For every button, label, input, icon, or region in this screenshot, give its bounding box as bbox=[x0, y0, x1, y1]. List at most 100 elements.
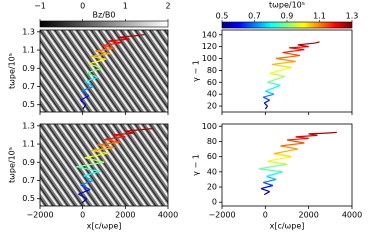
trajectory bbox=[262, 41, 320, 110]
trajectory-segment bbox=[263, 191, 270, 196]
trajectory-segment bbox=[95, 50, 111, 55]
y-tick-label: 140 bbox=[202, 30, 217, 39]
trajectory-segment bbox=[76, 161, 105, 168]
trajectory-segment bbox=[82, 104, 87, 110]
trajectory-segment bbox=[260, 187, 270, 193]
trajectory-segment bbox=[263, 99, 270, 104]
trajectory-segment bbox=[84, 76, 98, 83]
y-tick-label: 0.9 bbox=[22, 64, 35, 73]
trajectory bbox=[258, 131, 337, 196]
trajectory-segment bbox=[103, 138, 122, 143]
colorbar-tick-label: −1 bbox=[34, 2, 46, 11]
axes-frame bbox=[39, 123, 169, 207]
y-tick-label: 0 bbox=[212, 198, 217, 207]
trajectory-segment bbox=[91, 55, 107, 60]
trajectory-segment bbox=[271, 63, 292, 69]
trajectory-segment bbox=[118, 34, 139, 38]
trajectory bbox=[80, 33, 145, 110]
trajectory-segment bbox=[273, 148, 298, 155]
trajectory-segment bbox=[267, 156, 292, 162]
plot-background bbox=[222, 124, 352, 206]
trajectory-segment bbox=[83, 175, 94, 182]
trajectory-segment bbox=[289, 46, 309, 49]
trajectory-segment bbox=[91, 149, 109, 154]
colorbar bbox=[39, 20, 169, 28]
trajectory-segment bbox=[88, 58, 107, 65]
trajectory-segment bbox=[81, 90, 90, 97]
axes-frame bbox=[39, 29, 169, 113]
y-tick-label: 0.5 bbox=[22, 100, 35, 109]
trajectory-segment bbox=[282, 49, 305, 54]
y-tick-label: 100 bbox=[202, 54, 217, 63]
x-tick-label: −2000 bbox=[26, 211, 53, 220]
trajectory-segment bbox=[308, 132, 327, 135]
x-axis-label: x[c/ωpe] bbox=[87, 222, 122, 231]
trajectory-segment bbox=[267, 160, 288, 165]
trajectory-segment bbox=[286, 139, 305, 144]
y-axis-label: tωpe/10⁵ bbox=[8, 147, 17, 183]
trajectory-segment bbox=[80, 99, 87, 106]
y-tick-label: 60 bbox=[207, 152, 217, 161]
y-tick-label: 0.7 bbox=[22, 176, 35, 185]
trajectory-segment bbox=[97, 144, 115, 149]
trajectory-segment bbox=[265, 90, 275, 95]
trajectory-segment bbox=[80, 179, 94, 186]
y-tick-label: 40 bbox=[207, 167, 217, 176]
trajectory-segment bbox=[280, 142, 305, 147]
y-tick-label: 0.7 bbox=[22, 82, 35, 91]
trajectory-segment bbox=[81, 85, 94, 92]
trajectory-segment bbox=[78, 193, 88, 200]
colorbar-tick-label: 0.7 bbox=[248, 12, 261, 21]
colorbar-tick-label: 1 bbox=[123, 2, 128, 11]
trajectory-segment bbox=[297, 42, 316, 46]
trajectory-segment bbox=[295, 134, 318, 138]
trajectory-segment bbox=[263, 178, 277, 184]
trajectory-segment bbox=[262, 181, 274, 187]
x-tick-label: 0 bbox=[80, 211, 85, 220]
trajectory-segment bbox=[262, 96, 270, 101]
y-tick-label: 0.9 bbox=[22, 158, 35, 167]
trajectory-segment bbox=[125, 128, 143, 132]
trajectory-segment bbox=[80, 184, 91, 191]
trajectory-segment bbox=[78, 189, 91, 195]
y-tick-label: 20 bbox=[207, 102, 217, 111]
y-tick-label: 1.3 bbox=[22, 121, 35, 130]
y-tick-label: 80 bbox=[207, 66, 217, 75]
trajectory-segment bbox=[276, 57, 296, 63]
trajectory-segment bbox=[269, 72, 285, 77]
y-tick-label: 120 bbox=[202, 42, 217, 51]
trajectory-segment bbox=[103, 136, 126, 141]
axes-frame bbox=[221, 29, 353, 113]
trajectory-segment bbox=[101, 42, 122, 47]
colorbar-tick-label: 1.1 bbox=[313, 12, 326, 21]
trajectory-segment bbox=[266, 175, 277, 180]
trajectory-segment bbox=[315, 41, 320, 44]
trajectory-segment bbox=[97, 141, 122, 146]
y-tick-label: 1.1 bbox=[22, 140, 35, 149]
trajectory-segment bbox=[267, 75, 286, 83]
trajectory-segment bbox=[286, 137, 309, 141]
x-axis-label: x[c/ωpe] bbox=[270, 222, 305, 231]
colorbar-tick-label: 2 bbox=[165, 2, 170, 11]
trajectory-segment bbox=[86, 72, 98, 78]
colorbar-tick-label: 0.9 bbox=[281, 12, 294, 21]
y-tick-label: 100 bbox=[202, 122, 217, 131]
trajectory-segment bbox=[81, 198, 88, 204]
y-tick-label: 1.1 bbox=[22, 46, 35, 55]
trajectory-segment bbox=[108, 38, 130, 42]
trajectory-segment bbox=[258, 163, 288, 170]
trajectory-segment bbox=[76, 166, 100, 172]
trajectory-segment bbox=[263, 93, 275, 98]
colorbar-label: tωpe/10⁵ bbox=[269, 1, 305, 10]
trajectory-segment bbox=[325, 131, 337, 134]
trajectory-segment bbox=[84, 81, 94, 88]
trajectory-segment bbox=[280, 145, 298, 150]
trajectory-segment bbox=[265, 84, 281, 92]
trajectory-segment bbox=[266, 171, 283, 177]
trajectory-segment bbox=[88, 63, 103, 69]
y-axis-label: γ − 1 bbox=[192, 60, 201, 82]
y-tick-label: 60 bbox=[207, 78, 217, 87]
plot-background bbox=[222, 30, 352, 112]
trajectory-segment bbox=[264, 105, 268, 110]
